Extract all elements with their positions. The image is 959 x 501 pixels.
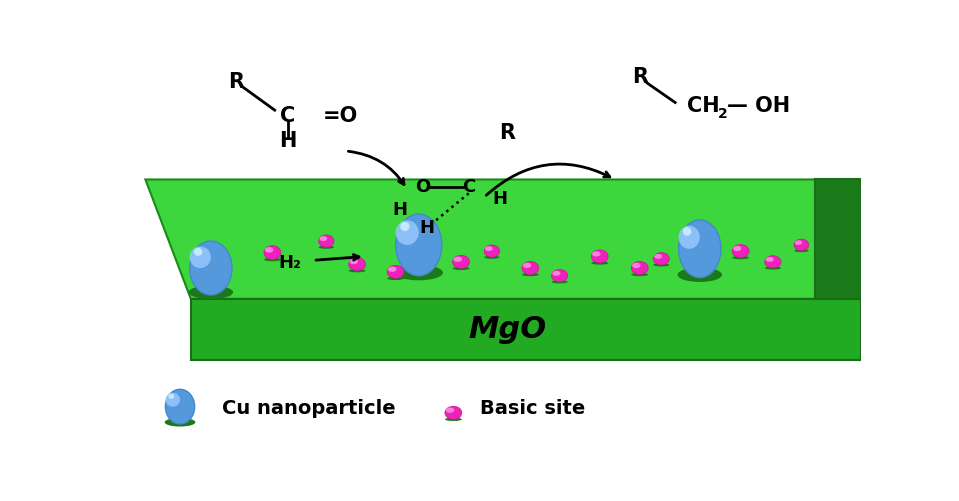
Text: =O: =O [322, 106, 358, 126]
Ellipse shape [654, 254, 662, 259]
Ellipse shape [653, 253, 669, 265]
Polygon shape [815, 179, 861, 299]
Ellipse shape [349, 258, 365, 271]
Ellipse shape [765, 267, 781, 270]
Ellipse shape [445, 418, 462, 421]
Ellipse shape [396, 220, 419, 245]
Text: 2: 2 [717, 107, 727, 121]
Ellipse shape [678, 268, 722, 282]
Ellipse shape [631, 262, 648, 275]
Ellipse shape [795, 240, 802, 245]
Ellipse shape [194, 248, 202, 256]
Ellipse shape [631, 273, 648, 276]
Text: H₂: H₂ [279, 254, 301, 272]
Ellipse shape [679, 220, 721, 278]
Ellipse shape [484, 256, 500, 259]
Text: CH: CH [687, 96, 719, 116]
Text: — OH: — OH [727, 96, 790, 116]
Ellipse shape [169, 394, 175, 399]
Ellipse shape [190, 241, 232, 295]
Ellipse shape [445, 406, 462, 419]
Ellipse shape [551, 270, 568, 282]
Ellipse shape [264, 258, 281, 262]
Text: H: H [419, 219, 433, 237]
Text: C: C [280, 106, 295, 126]
Ellipse shape [264, 245, 281, 260]
Ellipse shape [653, 264, 669, 267]
Ellipse shape [387, 277, 404, 280]
Ellipse shape [732, 244, 749, 258]
Text: H: H [492, 190, 507, 208]
Text: C: C [462, 178, 476, 196]
Ellipse shape [485, 246, 493, 251]
Ellipse shape [632, 263, 641, 268]
Ellipse shape [387, 266, 404, 279]
Ellipse shape [453, 267, 470, 270]
Ellipse shape [265, 247, 273, 253]
Ellipse shape [165, 389, 195, 424]
Text: Cu nanoparticle: Cu nanoparticle [222, 399, 396, 418]
Ellipse shape [190, 246, 211, 268]
Ellipse shape [454, 257, 462, 262]
Text: R: R [500, 123, 515, 143]
Ellipse shape [679, 225, 700, 249]
Ellipse shape [683, 227, 691, 236]
Ellipse shape [446, 407, 455, 413]
Polygon shape [191, 299, 861, 360]
Ellipse shape [319, 236, 327, 241]
Polygon shape [146, 179, 861, 299]
Ellipse shape [394, 265, 443, 281]
Ellipse shape [732, 256, 749, 259]
Ellipse shape [591, 250, 608, 263]
Ellipse shape [591, 262, 608, 265]
Ellipse shape [523, 263, 531, 268]
Ellipse shape [484, 245, 500, 257]
Ellipse shape [396, 214, 442, 276]
Text: H: H [279, 131, 296, 151]
Ellipse shape [165, 418, 196, 426]
Ellipse shape [522, 262, 539, 275]
Ellipse shape [400, 222, 409, 231]
Ellipse shape [794, 239, 808, 250]
Text: Basic site: Basic site [480, 399, 586, 418]
Ellipse shape [349, 259, 358, 264]
Ellipse shape [349, 269, 365, 273]
Ellipse shape [318, 245, 334, 249]
Ellipse shape [453, 256, 470, 269]
Text: O: O [415, 178, 431, 196]
Ellipse shape [522, 273, 539, 276]
Text: MgO: MgO [468, 315, 547, 344]
Text: R: R [632, 67, 647, 87]
Ellipse shape [765, 257, 774, 262]
Ellipse shape [592, 251, 600, 257]
Text: H: H [392, 201, 407, 219]
Ellipse shape [794, 249, 808, 252]
Ellipse shape [318, 235, 334, 247]
Ellipse shape [765, 256, 781, 268]
Ellipse shape [552, 271, 560, 276]
Text: R: R [228, 72, 245, 92]
Ellipse shape [388, 267, 396, 272]
Ellipse shape [733, 246, 741, 251]
Ellipse shape [551, 281, 568, 284]
Ellipse shape [189, 286, 233, 299]
Ellipse shape [165, 393, 180, 407]
